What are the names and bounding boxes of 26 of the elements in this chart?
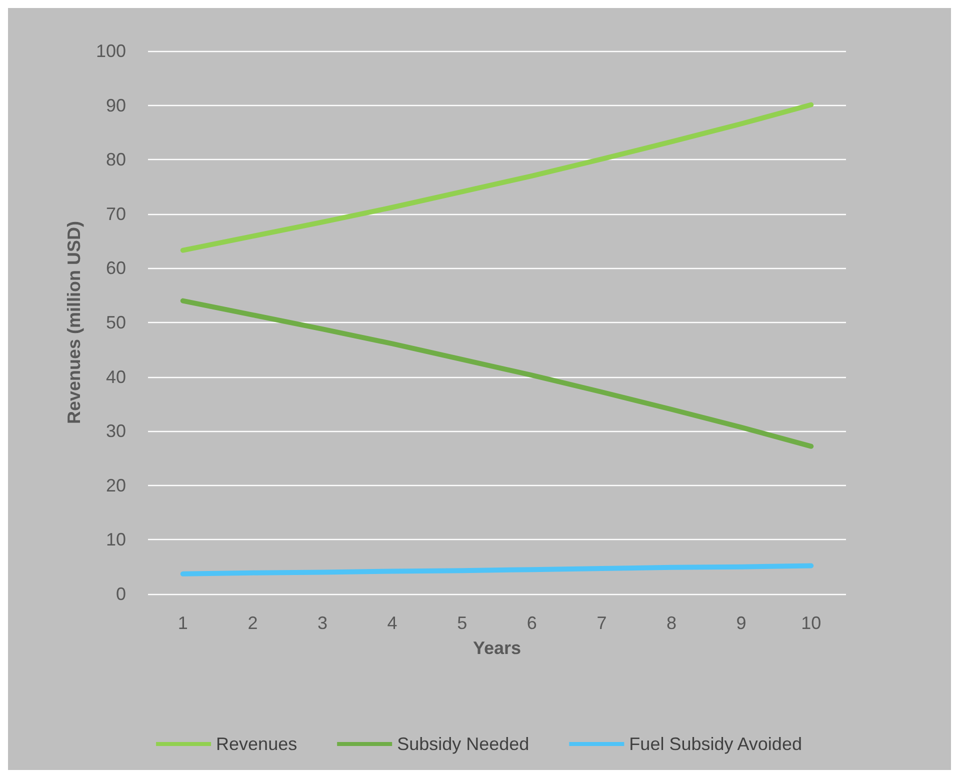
y-tick-label: 40 (106, 366, 126, 387)
y-tick-label: 60 (106, 258, 126, 278)
x-tick-label: 9 (736, 613, 746, 633)
x-tick-label: 1 (178, 613, 188, 633)
y-tick-label: 50 (106, 312, 126, 332)
x-tick-label: 5 (457, 613, 468, 633)
y-tick-label: 30 (106, 421, 126, 442)
y-axis-title: Revenues (million USD) (64, 220, 84, 424)
x-tick-label: 4 (387, 613, 398, 633)
y-tick-label: 0 (116, 584, 126, 604)
y-tick-label: 10 (106, 530, 126, 550)
legend-label: Fuel Subsidy Avoided (629, 734, 802, 754)
legend-label: Subsidy Needed (397, 734, 530, 754)
y-tick-label: 90 (106, 95, 126, 116)
legend-label: Revenues (216, 734, 298, 754)
x-axis-title: Years (472, 638, 522, 658)
x-tick-label: 8 (666, 613, 677, 633)
y-tick-label: 20 (106, 475, 126, 496)
y-tick-label: 70 (106, 204, 126, 224)
y-tick-label: 80 (106, 150, 126, 170)
x-tick-label: 10 (801, 613, 822, 633)
y-tick-label: 100 (96, 41, 126, 61)
x-tick-label: 3 (317, 613, 328, 633)
x-tick-label: 6 (526, 613, 537, 633)
x-tick-label: 2 (248, 613, 258, 633)
x-tick-label: 7 (596, 613, 607, 633)
